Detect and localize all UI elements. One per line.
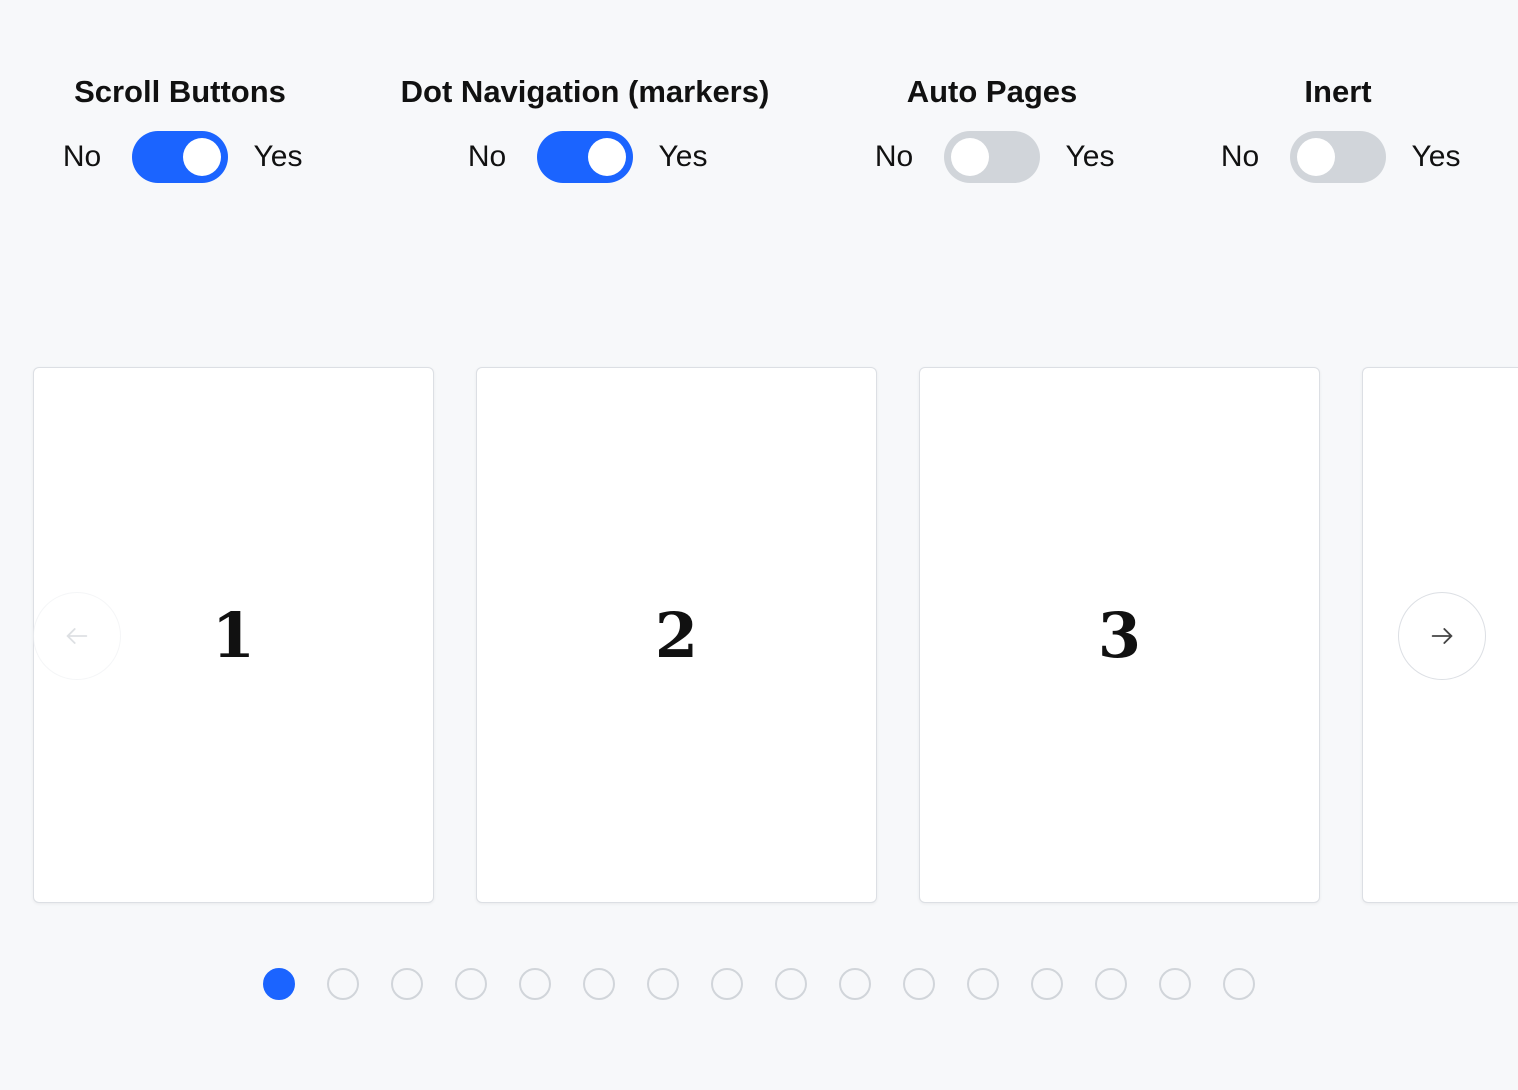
dot-marker-1[interactable] bbox=[263, 968, 295, 1000]
no-label: No bbox=[62, 140, 102, 173]
dot-marker-11[interactable] bbox=[903, 968, 935, 1000]
dot-marker-9[interactable] bbox=[775, 968, 807, 1000]
slide-number: 2 bbox=[654, 598, 699, 672]
toggle-group-dot-navigation: Dot Navigation (markers) No Yes bbox=[375, 70, 795, 183]
dot-marker-8[interactable] bbox=[711, 968, 743, 1000]
toggle-group-scroll-buttons: Scroll Buttons No Yes bbox=[30, 70, 330, 183]
toggle-group-inert: Inert No Yes bbox=[1188, 70, 1488, 183]
dot-marker-3[interactable] bbox=[391, 968, 423, 1000]
toggle-group-auto-pages: Auto Pages No Yes bbox=[842, 70, 1142, 183]
dot-marker-7[interactable] bbox=[647, 968, 679, 1000]
yes-label: Yes bbox=[658, 140, 708, 173]
no-label: No bbox=[1220, 140, 1260, 173]
toggle-title: Dot Navigation (markers) bbox=[400, 74, 770, 109]
dot-marker-2[interactable] bbox=[327, 968, 359, 1000]
dot-marker-12[interactable] bbox=[967, 968, 999, 1000]
dot-marker-16[interactable] bbox=[1223, 968, 1255, 1000]
slide-number: 1 bbox=[211, 598, 256, 672]
toggle-knob bbox=[1297, 138, 1335, 176]
arrow-right-icon bbox=[1431, 628, 1453, 644]
dot-marker-5[interactable] bbox=[519, 968, 551, 1000]
toggle-title: Scroll Buttons bbox=[74, 74, 286, 109]
auto-pages-toggle[interactable] bbox=[944, 131, 1040, 183]
toggle-title: Auto Pages bbox=[906, 74, 1078, 109]
slide-3: 3 bbox=[919, 367, 1320, 903]
arrow-left-icon bbox=[66, 628, 88, 644]
scroll-prev-button[interactable] bbox=[33, 592, 121, 680]
scroll-next-button[interactable] bbox=[1398, 592, 1486, 680]
dot-marker-4[interactable] bbox=[455, 968, 487, 1000]
dot-marker-14[interactable] bbox=[1095, 968, 1127, 1000]
dot-marker-15[interactable] bbox=[1159, 968, 1191, 1000]
toggle-knob bbox=[951, 138, 989, 176]
dot-marker-6[interactable] bbox=[583, 968, 615, 1000]
slide-2: 2 bbox=[476, 367, 877, 903]
toggle-knob bbox=[183, 138, 221, 176]
toggle-knob bbox=[588, 138, 626, 176]
toggle-title: Inert bbox=[1304, 74, 1372, 109]
dot-marker-13[interactable] bbox=[1031, 968, 1063, 1000]
yes-label: Yes bbox=[1065, 140, 1115, 173]
slide-number: 3 bbox=[1097, 598, 1142, 672]
inert-toggle[interactable] bbox=[1290, 131, 1386, 183]
no-label: No bbox=[874, 140, 914, 173]
yes-label: Yes bbox=[253, 140, 303, 173]
no-label: No bbox=[467, 140, 507, 173]
scroll-buttons-toggle[interactable] bbox=[132, 131, 228, 183]
yes-label: Yes bbox=[1411, 140, 1461, 173]
dot-navigation-toggle[interactable] bbox=[537, 131, 633, 183]
dot-marker-10[interactable] bbox=[839, 968, 871, 1000]
